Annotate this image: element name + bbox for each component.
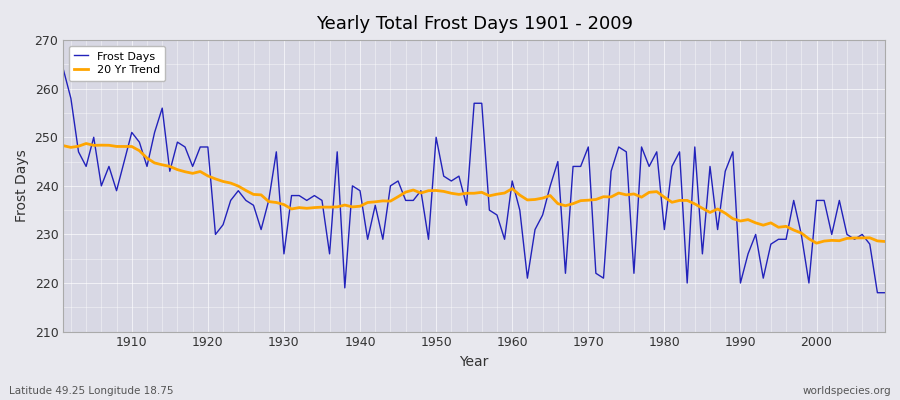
20 Yr Trend xyxy=(507,186,517,191)
20 Yr Trend xyxy=(606,194,616,199)
Frost Days xyxy=(872,290,883,295)
Y-axis label: Frost Days: Frost Days xyxy=(15,150,29,222)
Frost Days xyxy=(879,290,890,295)
20 Yr Trend xyxy=(293,205,304,210)
Frost Days xyxy=(507,178,517,183)
Legend: Frost Days, 20 Yr Trend: Frost Days, 20 Yr Trend xyxy=(68,46,166,81)
X-axis label: Year: Year xyxy=(460,355,489,369)
Frost Days xyxy=(58,67,68,72)
20 Yr Trend xyxy=(126,144,137,149)
20 Yr Trend xyxy=(339,203,350,208)
20 Yr Trend xyxy=(811,241,822,246)
Frost Days xyxy=(500,237,510,242)
Frost Days xyxy=(598,276,609,280)
Text: Latitude 49.25 Longitude 18.75: Latitude 49.25 Longitude 18.75 xyxy=(9,386,174,396)
20 Yr Trend xyxy=(58,143,68,148)
Title: Yearly Total Frost Days 1901 - 2009: Yearly Total Frost Days 1901 - 2009 xyxy=(316,15,633,33)
Line: 20 Yr Trend: 20 Yr Trend xyxy=(63,144,885,243)
Frost Days xyxy=(119,159,130,164)
20 Yr Trend xyxy=(515,193,526,198)
Line: Frost Days: Frost Days xyxy=(63,69,885,293)
Text: worldspecies.org: worldspecies.org xyxy=(803,386,891,396)
20 Yr Trend xyxy=(81,141,92,146)
Frost Days xyxy=(332,150,343,154)
Frost Days xyxy=(286,193,297,198)
20 Yr Trend xyxy=(879,239,890,244)
